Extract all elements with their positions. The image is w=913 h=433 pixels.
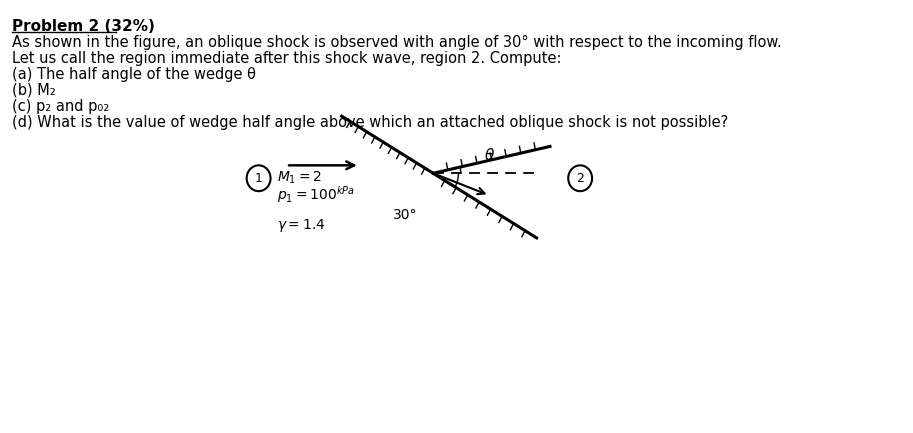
Text: Let us call the region immediate after this shock wave, region 2. Compute:: Let us call the region immediate after t… <box>13 51 561 66</box>
Text: 1: 1 <box>255 172 263 185</box>
Text: As shown in the figure, an oblique shock is observed with angle of 30° with resp: As shown in the figure, an oblique shock… <box>13 35 782 50</box>
Text: 30°: 30° <box>394 208 418 222</box>
Text: Problem 2 (32%): Problem 2 (32%) <box>13 19 155 34</box>
Text: (b) M₂: (b) M₂ <box>13 83 57 98</box>
Text: 2: 2 <box>576 172 584 185</box>
Text: (d) What is the value of wedge half angle above which an attached oblique shock : (d) What is the value of wedge half angl… <box>13 115 729 129</box>
Text: $\theta$: $\theta$ <box>484 147 495 163</box>
Text: $M_1= 2$: $M_1= 2$ <box>277 170 322 187</box>
Text: $\gamma =1.4$: $\gamma =1.4$ <box>277 217 326 234</box>
Text: (c) p₂ and p₀₂: (c) p₂ and p₀₂ <box>13 99 110 114</box>
Text: $p_1 = 100^{kPa}$: $p_1 = 100^{kPa}$ <box>277 184 355 205</box>
Text: (a) The half angle of the wedge θ: (a) The half angle of the wedge θ <box>13 67 257 82</box>
